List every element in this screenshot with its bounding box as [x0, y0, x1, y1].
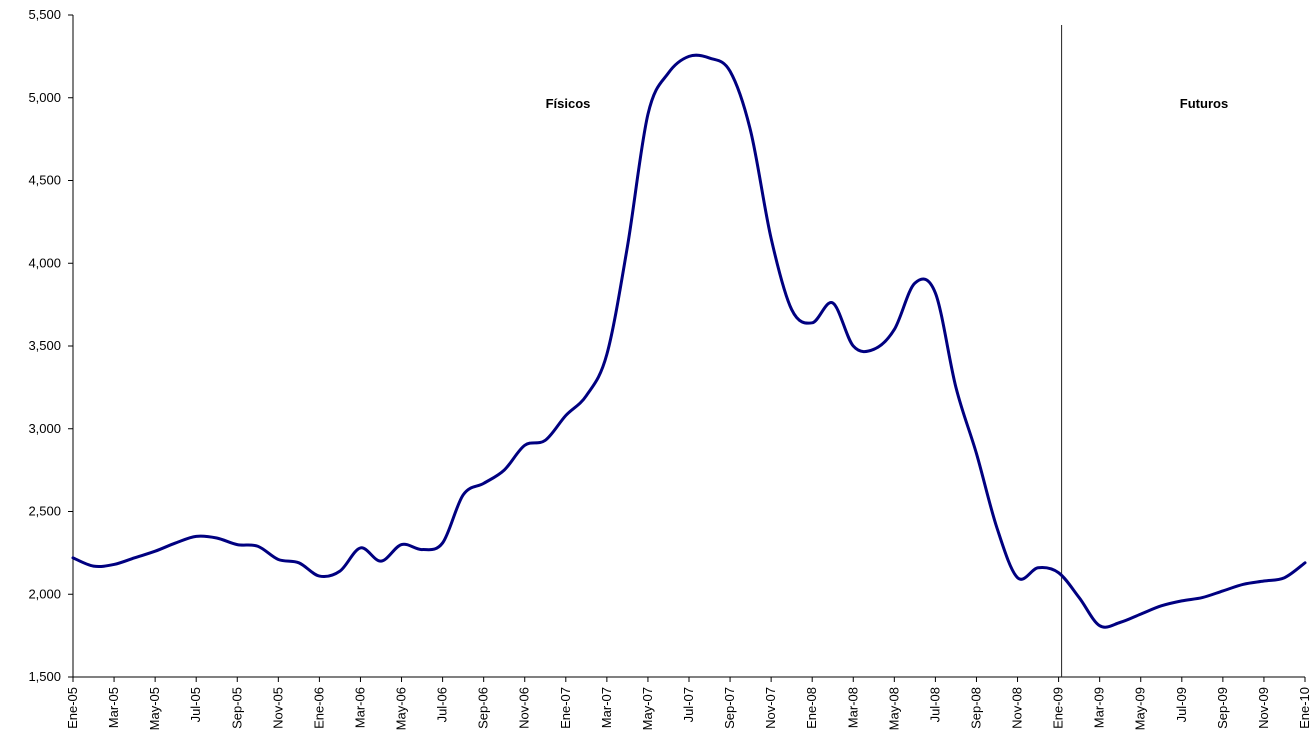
- y-tick-label: 2,000: [28, 586, 61, 601]
- x-tick-label: Ene-08: [804, 687, 819, 729]
- x-tick-label: Sep-06: [476, 687, 491, 729]
- x-tick-label: Mar-06: [352, 687, 367, 728]
- series-group: [71, 53, 1307, 629]
- x-tick-label: Jul-07: [681, 687, 696, 722]
- x-tick-label: May-06: [394, 687, 409, 730]
- x-tick-label: Sep-09: [1215, 687, 1230, 729]
- y-tick-label: 3,500: [28, 338, 61, 353]
- x-tick-label: Sep-07: [722, 687, 737, 729]
- x-tick-label: Mar-05: [106, 687, 121, 728]
- x-tick-label: Ene-05: [65, 687, 80, 729]
- x-tick-label: Ene-06: [311, 687, 326, 729]
- y-tick-label: 4,500: [28, 173, 61, 188]
- x-tick-label: Jul-08: [927, 687, 942, 722]
- y-tick-label: 5,500: [28, 7, 61, 22]
- y-tick-label: 3,000: [28, 421, 61, 436]
- y-ticks-group: 1,500 2,000 2,500 3,000 3,500 4,000 4,500 5,000…: [28, 7, 73, 684]
- annotations-group: Físicos Futuros: [546, 96, 1229, 111]
- y-tick-label: 1,500: [28, 669, 61, 684]
- x-tick-label: May-09: [1133, 687, 1148, 730]
- y-tick-label: 4,000: [28, 255, 61, 270]
- x-tick-label: May-05: [147, 687, 162, 730]
- x-ticks-group: Ene-05 Mar-05 May-05 Jul-05 Sep-05 Nov-05 Ene-…: [65, 677, 1312, 730]
- x-tick-label: Ene-09: [1051, 687, 1066, 729]
- x-tick-label: Sep-08: [968, 687, 983, 729]
- y-tick-label: 5,000: [28, 90, 61, 105]
- x-tick-label: May-08: [886, 687, 901, 730]
- x-tick-label: Jul-06: [435, 687, 450, 722]
- x-tick-label: Nov-06: [517, 687, 532, 729]
- series-line: [71, 53, 1307, 629]
- x-tick-label: Jul-05: [188, 687, 203, 722]
- x-tick-label: Ene-07: [558, 687, 573, 729]
- axes-group: [72, 15, 1305, 678]
- x-tick-label: Nov-05: [270, 687, 285, 729]
- x-tick-label: Mar-08: [845, 687, 860, 728]
- x-tick-label: Mar-07: [599, 687, 614, 728]
- x-tick-label: Nov-08: [1010, 687, 1025, 729]
- x-tick-label: Nov-07: [763, 687, 778, 729]
- x-tick-label: Sep-05: [229, 687, 244, 729]
- x-tick-label: Jul-09: [1174, 687, 1189, 722]
- x-tick-label: Nov-09: [1256, 687, 1271, 729]
- annotation-label: Físicos: [546, 96, 591, 111]
- x-tick-label: Mar-09: [1092, 687, 1107, 728]
- x-tick-label: May-07: [640, 687, 655, 730]
- annotation-label: Futuros: [1180, 96, 1228, 111]
- y-tick-label: 2,500: [28, 504, 61, 519]
- x-tick-label: Ene-10: [1297, 687, 1312, 729]
